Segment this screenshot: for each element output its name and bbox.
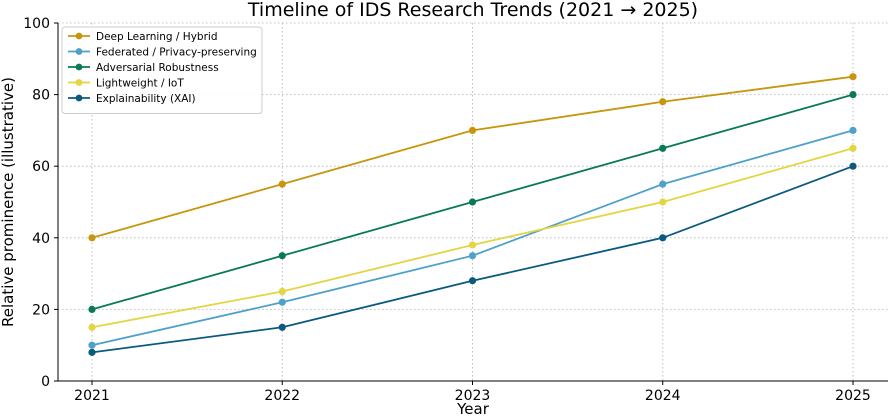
x-axis-label: Year [456, 400, 490, 417]
legend-label: Adversarial Robustness [96, 62, 219, 74]
series-5 [88, 162, 857, 356]
data-point [659, 234, 667, 242]
y-tick-label: 60 [32, 159, 50, 175]
legend-swatch-marker [75, 63, 83, 71]
data-point [88, 234, 96, 242]
data-point [849, 91, 857, 99]
y-tick-label: 100 [23, 16, 50, 32]
legend-entry: Adversarial Robustness [68, 62, 219, 74]
data-point [468, 126, 477, 134]
data-point [849, 126, 857, 134]
legend-entry: Explainability (XAI) [68, 93, 196, 105]
data-point [468, 241, 477, 249]
data-point [278, 323, 286, 331]
legend-swatch-marker [75, 32, 83, 40]
data-point [468, 198, 477, 206]
x-tick-label: 2022 [264, 388, 300, 404]
legend-swatch-marker [75, 48, 83, 55]
legend-entry: Deep Learning / Hybrid [68, 31, 217, 43]
data-point [849, 162, 857, 170]
data-point [659, 144, 667, 152]
series-1 [88, 73, 857, 242]
data-point [659, 180, 667, 188]
series-lines [88, 73, 857, 356]
legend: Deep Learning / Hybrid Federated / Privac… [61, 26, 263, 114]
legend-label: Explainability (XAI) [96, 93, 196, 105]
data-point [659, 98, 667, 106]
legend-label: Deep Learning / Hybrid [96, 31, 217, 43]
data-point [468, 252, 477, 260]
x-tick-label: 2021 [74, 388, 110, 404]
legend-box [61, 26, 263, 114]
legend-label: Lightweight / IoT [96, 78, 184, 90]
data-point [88, 348, 96, 356]
data-point [88, 323, 96, 331]
series-3 [88, 91, 857, 313]
legend-swatch-marker [75, 79, 83, 86]
data-point [849, 73, 857, 81]
legend-entry: Federated / Privacy-preserving [68, 47, 257, 59]
y-tick-label: 20 [32, 302, 50, 318]
series-2 [88, 126, 857, 349]
y-tick-label: 80 [32, 88, 50, 104]
y-axis-label: Relative prominence (illustrative) [0, 77, 17, 327]
data-point [849, 144, 857, 152]
x-tick-label: 2023 [455, 388, 491, 404]
data-point [278, 287, 286, 296]
data-point [278, 180, 286, 188]
series-4 [88, 144, 857, 331]
data-point [659, 198, 667, 206]
y-tick-label: 40 [32, 231, 50, 247]
chart-title: Timeline of IDS Research Trends (2021 → … [247, 0, 698, 21]
axes: 0 20 40 60 80 100 2021 2022 2023 2024 2025 [23, 16, 888, 404]
data-point [468, 277, 477, 285]
y-tick-label: 0 [41, 374, 50, 390]
legend-swatch-marker [75, 94, 83, 102]
data-point [88, 305, 96, 313]
legend-label: Federated / Privacy-preserving [96, 47, 257, 59]
legend-entry: Lightweight / IoT [68, 78, 184, 90]
data-point [278, 298, 286, 306]
data-point [278, 252, 286, 260]
data-point [88, 341, 96, 349]
x-tick-label: 2024 [645, 388, 681, 404]
x-tick-label: 2025 [835, 388, 871, 404]
